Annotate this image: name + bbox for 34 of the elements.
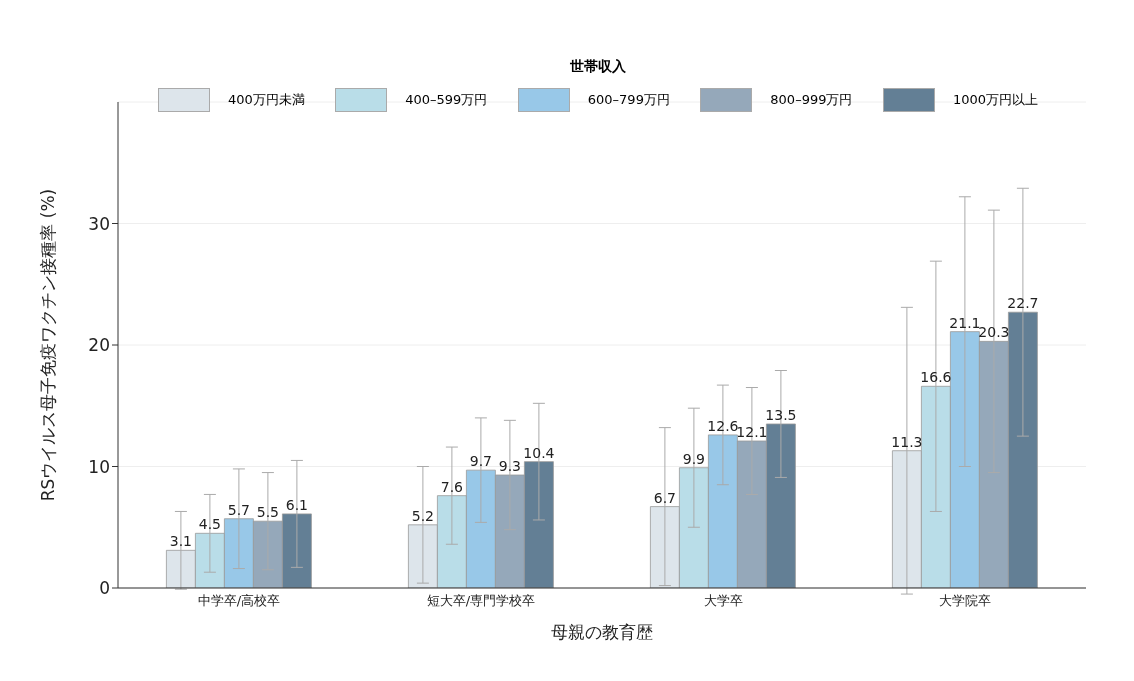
legend-label: 600–799万円 <box>587 91 670 109</box>
data-label: 5.2 <box>411 507 435 524</box>
data-label: 16.6 <box>920 369 952 386</box>
data-label: 22.7 <box>1007 295 1039 312</box>
y-tick-label: 20 <box>88 335 110 356</box>
legend-label: 400–599万円 <box>405 91 488 109</box>
data-label: 9.3 <box>498 458 522 475</box>
x-tick-label: 大学卒 <box>703 593 743 609</box>
data-label: 6.7 <box>653 489 677 506</box>
data-label: 4.5 <box>198 516 222 533</box>
x-tick-label: 大学院卒 <box>939 593 991 609</box>
legend-title: 世帯収入 <box>569 58 627 76</box>
data-label: 12.6 <box>707 417 739 434</box>
y-tick-label: 0 <box>99 578 110 599</box>
legend-label: 800–999万円 <box>770 91 853 109</box>
data-label: 5.7 <box>227 501 251 518</box>
data-label: 20.3 <box>978 324 1010 341</box>
data-label: 3.1 <box>169 533 193 550</box>
x-tick-label: 中学卒/高校卒 <box>197 593 281 609</box>
data-label: 10.4 <box>523 444 555 461</box>
y-tick-label: 30 <box>88 213 110 234</box>
data-label: 11.3 <box>891 433 923 450</box>
y-axis-title: RSウイルス母子免疫ワクチン接種率 (%) <box>38 188 59 502</box>
legend-label: 400万円未満 <box>228 91 305 109</box>
data-label: 9.7 <box>469 453 493 470</box>
data-label: 7.6 <box>440 478 464 495</box>
data-label: 13.5 <box>765 406 797 423</box>
data-label: 9.9 <box>682 450 706 467</box>
data-label: 6.1 <box>285 496 309 513</box>
x-tick-label: 短大卒/専門学校卒 <box>426 593 536 609</box>
data-label: 5.5 <box>256 504 280 521</box>
legend-label: 1000万円以上 <box>952 91 1038 109</box>
x-axis-title: 母親の教育歴 <box>551 622 653 642</box>
y-tick-label: 10 <box>88 456 110 477</box>
